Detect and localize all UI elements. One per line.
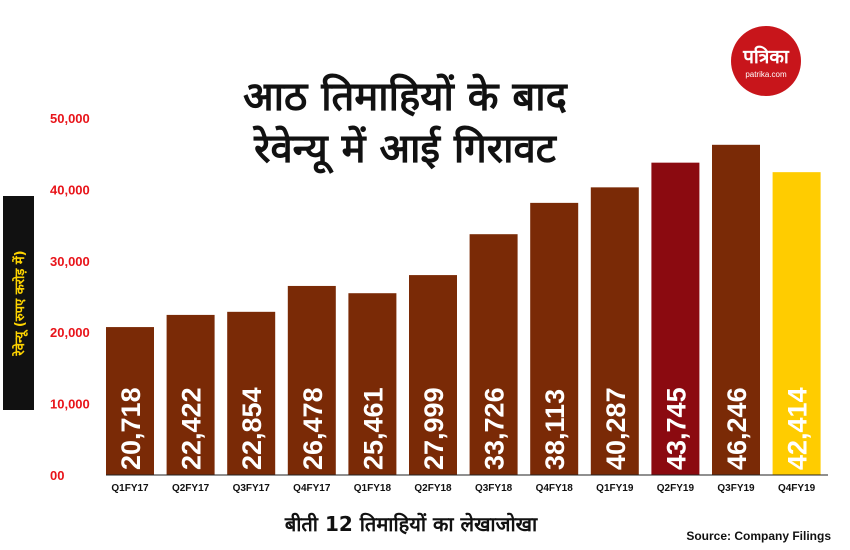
x-tick-label: Q2FY18 bbox=[414, 483, 452, 494]
x-tick-label: Q1FY17 bbox=[111, 483, 149, 494]
bar bbox=[712, 144, 760, 475]
bar-value-label: 46,246 bbox=[722, 387, 752, 470]
bar-value-labels: 20,718 22,422 22,854 26,478 25,461 27,999 33,7… bbox=[116, 387, 813, 470]
chart-title-line-2: रेवेन्यू में आई गिरावट bbox=[252, 125, 558, 174]
bar bbox=[590, 187, 639, 475]
logo-site: patrika.com bbox=[745, 70, 787, 79]
y-axis-label-box: रेवेन्यू (रुपए करोड़ में) bbox=[3, 196, 34, 410]
bar-value-label: 27,999 bbox=[419, 387, 449, 470]
x-tick-label: Q1FY19 bbox=[596, 483, 634, 494]
bar bbox=[530, 202, 579, 476]
bar bbox=[166, 314, 215, 475]
bar-value-label: 25,461 bbox=[358, 387, 388, 470]
x-axis-label: बीती 12 तिमाहियों का लेखाजोखा bbox=[284, 512, 538, 536]
x-tick-label: Q3FY17 bbox=[233, 483, 271, 494]
bar-value-label: 38,113 bbox=[540, 389, 570, 470]
bar bbox=[287, 285, 336, 475]
bar bbox=[409, 275, 457, 475]
bar-value-label: 20,718 bbox=[116, 387, 146, 470]
bar-value-label: 33,726 bbox=[480, 387, 510, 470]
bar-value-label: 40,287 bbox=[601, 387, 631, 470]
patrika-logo: पत्रिका patrika.com bbox=[731, 26, 801, 96]
x-tick-label: Q4FY19 bbox=[778, 483, 816, 494]
x-tick-label: Q3FY18 bbox=[475, 483, 513, 494]
bar-value-label: 26,478 bbox=[298, 387, 328, 470]
bars bbox=[106, 144, 821, 476]
y-axis-label-background bbox=[3, 196, 34, 410]
source-note: Source: Company Filings bbox=[686, 529, 831, 543]
x-tick-label: Q4FY17 bbox=[293, 483, 331, 494]
bar-value-label: 42,414 bbox=[783, 387, 813, 470]
bar-value-label: 43,745 bbox=[661, 387, 691, 470]
x-tick-label: Q2FY17 bbox=[172, 483, 210, 494]
y-tick-label: 00 bbox=[50, 468, 64, 483]
y-tick-label: 50,000 bbox=[50, 111, 90, 126]
bar-value-label: 22,854 bbox=[237, 387, 267, 470]
chart-title-line-1: आठ तिमाहियों के बाद bbox=[243, 73, 568, 120]
logo-name: पत्रिका bbox=[742, 45, 790, 68]
y-tick-label: 10,000 bbox=[50, 397, 90, 412]
y-axis-ticks: 00 10,000 20,000 30,000 40,000 50,000 bbox=[50, 111, 90, 483]
y-tick-label: 40,000 bbox=[50, 182, 90, 197]
bar bbox=[348, 293, 397, 475]
y-tick-label: 20,000 bbox=[50, 325, 90, 340]
bar bbox=[227, 311, 276, 475]
bar-value-label: 22,422 bbox=[177, 387, 207, 470]
logo-badge bbox=[731, 26, 801, 96]
bar bbox=[772, 172, 821, 475]
x-axis-ticks: Q1FY17 Q2FY17 Q3FY17 Q4FY17 Q1FY18 Q2FY18 Q3FY… bbox=[111, 483, 815, 494]
bar bbox=[651, 162, 700, 475]
y-tick-label: 30,000 bbox=[50, 254, 90, 269]
x-tick-label: Q2FY19 bbox=[657, 483, 695, 494]
bar bbox=[469, 234, 518, 475]
x-tick-label: Q3FY19 bbox=[717, 483, 755, 494]
y-axis-label: रेवेन्यू (रुपए करोड़ में) bbox=[12, 250, 28, 356]
bar bbox=[106, 327, 154, 475]
x-tick-label: Q4FY18 bbox=[536, 483, 574, 494]
x-tick-label: Q1FY18 bbox=[354, 483, 392, 494]
